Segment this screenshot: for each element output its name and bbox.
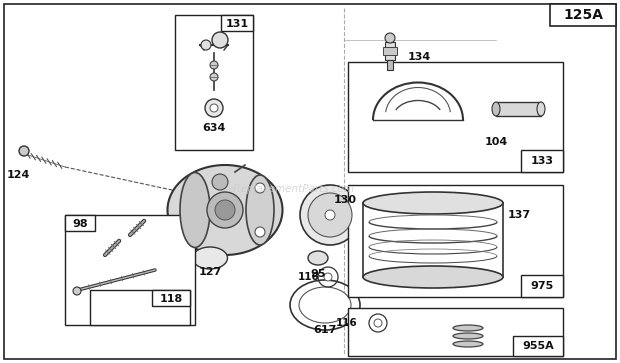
Circle shape: [201, 40, 211, 50]
Ellipse shape: [167, 165, 283, 255]
Bar: [152, 290, 190, 306]
Ellipse shape: [299, 287, 351, 323]
Text: 131: 131: [226, 19, 249, 29]
Circle shape: [324, 273, 332, 281]
Text: eReplacementParts.com: eReplacementParts.com: [228, 184, 355, 194]
Bar: [521, 150, 563, 172]
Ellipse shape: [363, 266, 503, 288]
Circle shape: [374, 319, 382, 327]
Ellipse shape: [453, 333, 483, 339]
Ellipse shape: [308, 251, 328, 265]
Text: 975: 975: [530, 281, 554, 291]
Circle shape: [207, 192, 243, 228]
Bar: [383, 47, 397, 55]
Ellipse shape: [180, 172, 210, 248]
Bar: [513, 336, 563, 356]
Circle shape: [255, 227, 265, 237]
Text: 137: 137: [508, 210, 531, 220]
Circle shape: [210, 73, 218, 81]
Ellipse shape: [363, 192, 503, 214]
Circle shape: [215, 200, 235, 220]
Bar: [550, 4, 616, 26]
Bar: [221, 15, 253, 31]
Text: 134: 134: [408, 52, 432, 62]
Text: 98: 98: [72, 219, 88, 229]
Bar: [348, 62, 563, 172]
Bar: [65, 215, 95, 231]
Text: 116: 116: [298, 272, 320, 282]
Ellipse shape: [453, 325, 483, 331]
Circle shape: [205, 99, 223, 117]
Text: 95: 95: [310, 269, 326, 279]
Circle shape: [212, 32, 228, 48]
Bar: [385, 42, 395, 60]
Ellipse shape: [192, 247, 228, 269]
Circle shape: [255, 183, 265, 193]
Circle shape: [385, 33, 395, 43]
Text: 133: 133: [531, 156, 554, 166]
Ellipse shape: [537, 102, 545, 116]
Text: 116: 116: [336, 318, 358, 328]
Text: 127: 127: [198, 267, 221, 277]
Bar: [348, 308, 563, 356]
Circle shape: [308, 193, 352, 237]
Bar: [521, 275, 563, 297]
Circle shape: [325, 210, 335, 220]
Bar: [175, 15, 253, 150]
Ellipse shape: [492, 102, 500, 116]
Bar: [496, 102, 541, 116]
Ellipse shape: [453, 341, 483, 347]
Circle shape: [300, 185, 360, 245]
Circle shape: [212, 174, 228, 190]
Text: 955A: 955A: [522, 341, 554, 351]
Circle shape: [19, 146, 29, 156]
Bar: [348, 185, 563, 297]
Ellipse shape: [246, 175, 274, 245]
Circle shape: [210, 104, 218, 112]
Text: 130: 130: [334, 195, 356, 205]
Text: 617: 617: [313, 325, 337, 335]
Text: 634: 634: [202, 123, 226, 133]
Text: 124: 124: [6, 170, 30, 180]
Text: 118: 118: [159, 294, 183, 304]
Bar: [65, 215, 195, 325]
Text: 125A: 125A: [563, 8, 603, 22]
Text: 104: 104: [485, 137, 508, 147]
Bar: [387, 60, 393, 70]
Circle shape: [210, 61, 218, 69]
Bar: [90, 290, 190, 325]
Circle shape: [73, 287, 81, 295]
